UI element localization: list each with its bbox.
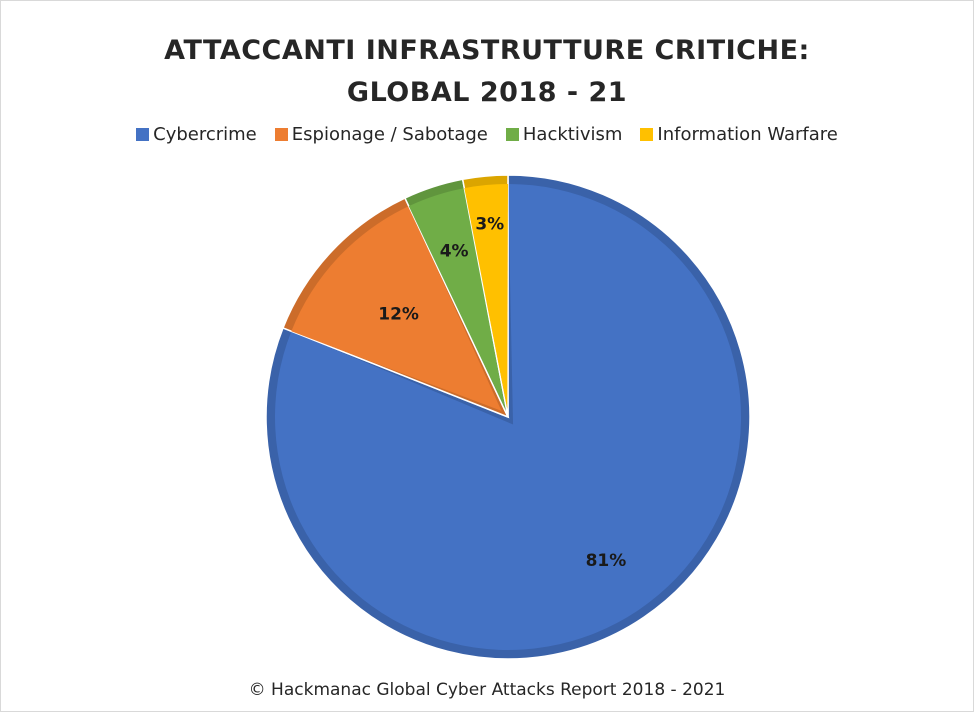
legend-label-cybercrime: Cybercrime [153, 124, 257, 145]
legend-label-information-warfare: Information Warfare [657, 124, 838, 145]
pie-slice-face-hacktivism [408, 188, 506, 409]
legend-item-espionage: Espionage / Sabotage [274, 124, 488, 145]
data-label-cybercrime: 81% [586, 551, 627, 571]
legend-swatch-hacktivism [505, 128, 519, 141]
legend-label-espionage: Espionage / Sabotage [291, 124, 488, 145]
pie-slices [265, 174, 751, 660]
legend-swatch-espionage [274, 128, 288, 141]
chart-title-line-1: ATTACCANTI INFRASTRUTTURE CRITICHE: [164, 35, 810, 66]
legend-swatch-cybercrime [136, 128, 150, 141]
chart-legend: Cybercrime Espionage / Sabotage Hacktivi… [0, 124, 974, 145]
pie-slice-face-information-warfare [464, 184, 508, 409]
data-label-information-warfare: 3% [475, 214, 504, 234]
legend-swatch-information-warfare [640, 128, 654, 141]
chart-title-line-2: GLOBAL 2018 - 21 [346, 77, 628, 108]
data-label-espionage: 12% [378, 304, 419, 324]
pie-data-labels: 81% 12% 4% 3% [378, 214, 626, 571]
source-caption: © Hackmanac Global Cyber Attacks Report … [248, 680, 726, 700]
pie-slice-face-espionage [291, 206, 502, 411]
pie-slice-face-cybercrime [274, 184, 742, 651]
legend-label-hacktivism: Hacktivism [522, 124, 623, 145]
data-label-hacktivism: 4% [440, 241, 469, 261]
legend-item-information-warfare: Information Warfare [640, 124, 838, 145]
legend-item-hacktivism: Hacktivism [505, 124, 623, 145]
legend-item-cybercrime: Cybercrime [136, 124, 257, 145]
chart-title: ATTACCANTI INFRASTRUTTURE CRITICHE: GLOB… [0, 30, 974, 114]
